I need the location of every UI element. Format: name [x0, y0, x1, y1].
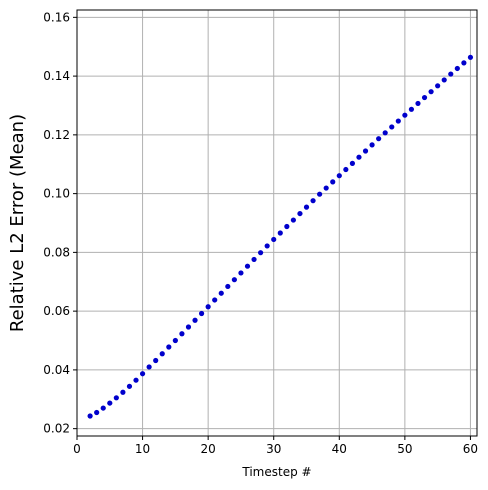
data-point — [448, 71, 454, 77]
data-point — [205, 304, 211, 310]
x-tick-label: 30 — [266, 442, 281, 456]
x-axis-label: Timestep # — [241, 465, 311, 479]
data-point — [185, 324, 192, 330]
data-point — [218, 290, 224, 296]
y-tick-label: 0.10 — [43, 187, 70, 201]
data-point — [349, 160, 356, 166]
data-point — [343, 166, 349, 173]
data-point — [356, 154, 362, 160]
data-point — [238, 270, 244, 276]
data-point — [336, 173, 342, 179]
data-point — [139, 371, 146, 377]
data-point — [258, 250, 264, 256]
data-point — [467, 54, 474, 60]
data-point — [395, 118, 401, 124]
data-point — [133, 377, 139, 383]
data-point — [251, 256, 257, 263]
x-tick-label: 0 — [73, 442, 81, 456]
data-point — [297, 210, 303, 217]
data-point — [113, 395, 119, 401]
y-axis-ticks: 0.02 0.04 0.06 0.08 0.10 0.12 0.14 0.16 — [43, 10, 77, 436]
x-tick-label: 50 — [397, 442, 412, 456]
y-tick-label: 0.04 — [43, 363, 70, 377]
y-tick-label: 0.08 — [43, 245, 70, 259]
data-point — [369, 142, 375, 148]
y-tick-label: 0.02 — [43, 422, 70, 436]
data-points — [87, 54, 474, 419]
data-point — [87, 413, 93, 419]
data-point — [159, 351, 165, 357]
data-point — [146, 364, 152, 370]
data-point — [290, 217, 296, 223]
data-point — [277, 230, 283, 236]
data-point — [461, 60, 467, 66]
data-point — [454, 65, 460, 72]
data-point — [310, 198, 316, 204]
data-point — [94, 409, 100, 416]
y-tick-label: 0.06 — [43, 304, 70, 318]
data-point — [126, 383, 133, 389]
data-point — [172, 337, 178, 344]
y-tick-label: 0.16 — [43, 10, 70, 24]
data-point — [231, 277, 237, 283]
x-axis-ticks: 0 10 20 30 40 50 60 — [73, 436, 478, 456]
data-point — [441, 77, 447, 83]
data-point — [284, 223, 290, 230]
data-point — [153, 357, 159, 364]
data-point — [225, 283, 231, 290]
data-point — [435, 83, 441, 89]
data-point — [198, 310, 205, 317]
x-tick-label: 20 — [201, 442, 216, 456]
data-point — [330, 179, 336, 185]
y-tick-label: 0.14 — [43, 69, 70, 83]
data-point — [389, 124, 395, 130]
grid — [76, 10, 477, 436]
data-point — [408, 106, 415, 112]
data-point — [264, 243, 270, 249]
x-tick-label: 40 — [332, 442, 347, 456]
data-point — [382, 130, 388, 136]
data-point — [303, 204, 310, 210]
data-point — [192, 317, 198, 323]
data-point — [402, 112, 408, 118]
data-point — [317, 191, 323, 197]
data-point — [212, 297, 218, 303]
data-point — [271, 236, 277, 243]
plot-frame — [76, 9, 478, 437]
data-point — [415, 100, 421, 107]
data-point — [120, 389, 126, 395]
y-tick-label: 0.12 — [43, 128, 70, 142]
data-point — [428, 89, 434, 95]
data-point — [166, 344, 172, 350]
data-point — [323, 185, 329, 191]
data-point — [362, 148, 369, 154]
data-point — [376, 136, 382, 142]
data-point — [421, 94, 428, 101]
x-tick-label: 10 — [135, 442, 150, 456]
data-point — [179, 331, 185, 337]
x-tick-label: 60 — [463, 442, 478, 456]
data-point — [244, 263, 251, 269]
data-point — [100, 405, 106, 411]
data-point — [107, 400, 113, 406]
y-axis-label: Relative L2 Error (Mean) — [7, 114, 28, 332]
